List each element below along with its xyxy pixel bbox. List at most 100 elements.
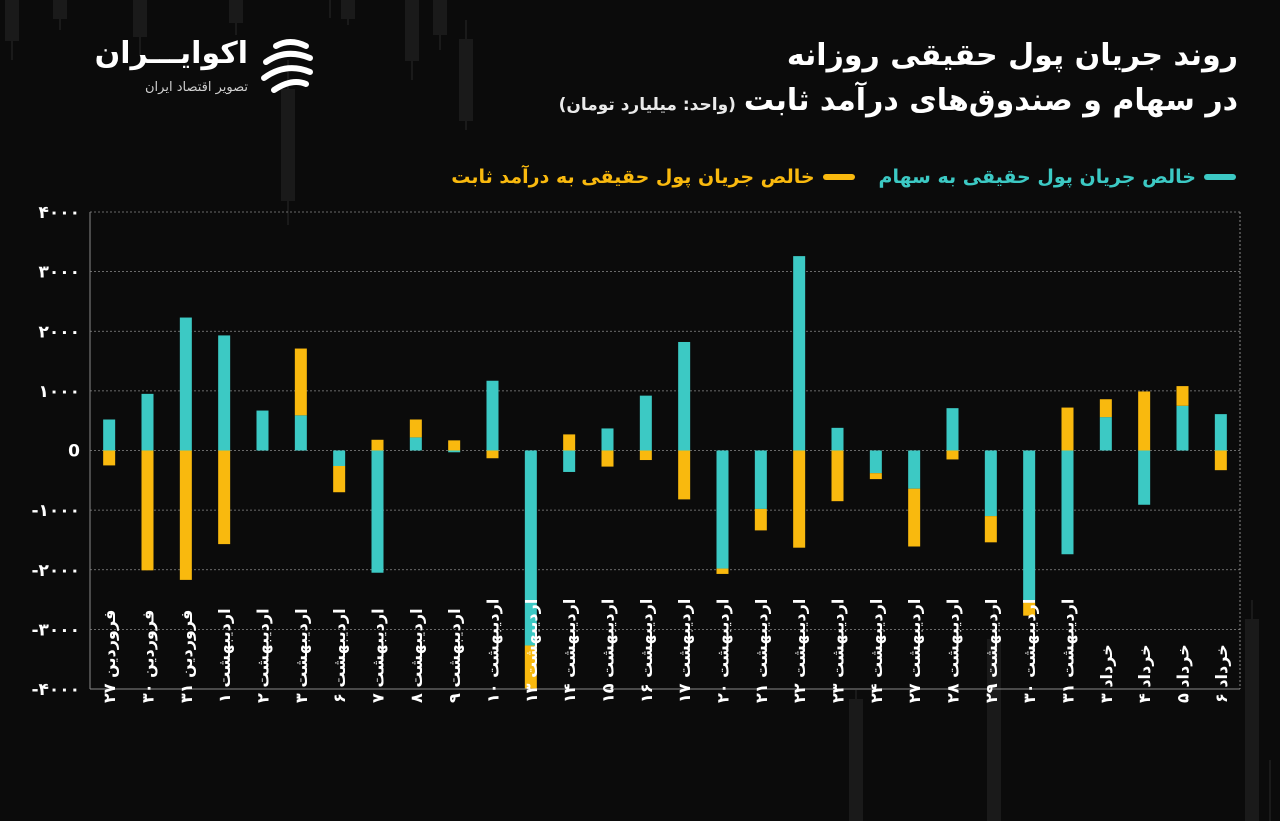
bar-stocks bbox=[294, 415, 307, 451]
bar-fixed-income bbox=[831, 450, 844, 502]
bar-fixed-income bbox=[141, 450, 154, 571]
bar-fixed-income bbox=[946, 450, 959, 460]
bar-fixed-income bbox=[563, 434, 576, 451]
x-tick-label: خرداد ۶ bbox=[1212, 644, 1231, 703]
bar-stocks bbox=[486, 380, 499, 451]
bar-fixed-income bbox=[1176, 386, 1189, 406]
x-tick-label: اردیبهشت ۱۷ bbox=[675, 599, 694, 703]
x-tick-label: اردیبهشت ۹ bbox=[445, 608, 464, 703]
x-tick-label: فروردین ۳۱ bbox=[177, 610, 196, 703]
legend-label-fixed-income: خالص جریان پول حقیقی به درآمد ثابت bbox=[451, 166, 815, 188]
bar-stocks bbox=[448, 450, 461, 453]
x-tick-label: اردیبهشت ۳ bbox=[292, 608, 311, 703]
bar-stocks bbox=[601, 428, 614, 451]
bar-stocks bbox=[831, 427, 844, 451]
bar-fixed-income bbox=[1214, 450, 1227, 471]
y-tick-label: ۱۰۰۰ bbox=[38, 382, 80, 402]
bar-stocks bbox=[256, 410, 269, 451]
x-tick-label: اردیبهشت ۲۸ bbox=[944, 599, 963, 703]
y-tick-label: ۳۰۰۰ bbox=[38, 263, 80, 283]
bar-fixed-income bbox=[179, 450, 192, 580]
logo-name: اکوایـــران bbox=[94, 36, 248, 71]
bar-stocks bbox=[639, 395, 652, 451]
bar-fixed-income bbox=[1061, 407, 1074, 451]
bar-stocks bbox=[1138, 450, 1151, 505]
x-tick-label: اردیبهشت ۲۳ bbox=[829, 599, 848, 703]
bar-stocks bbox=[946, 408, 959, 451]
bar-stocks bbox=[716, 450, 729, 569]
x-tick-label: فروردین ۳۰ bbox=[139, 610, 158, 703]
bar-fixed-income bbox=[908, 488, 921, 547]
ekoiran-logo-icon bbox=[261, 39, 313, 93]
bar-stocks bbox=[1099, 417, 1112, 451]
x-tick-label: فروردین ۲۷ bbox=[100, 610, 119, 703]
y-tick-label: ۴۰۰۰ bbox=[38, 203, 80, 223]
bar-fixed-income bbox=[218, 450, 231, 545]
x-tick-label: اردیبهشت ۱۴ bbox=[560, 599, 579, 703]
bar-fixed-income bbox=[754, 508, 767, 531]
y-tick-label: -۴۰۰۰ bbox=[31, 680, 80, 700]
logo: اکوایـــران تصویر اقتصاد ایران bbox=[48, 30, 318, 110]
bar-fixed-income bbox=[333, 466, 346, 493]
x-tick-label: خرداد ۵ bbox=[1174, 644, 1193, 703]
bar-fixed-income bbox=[716, 568, 729, 574]
x-tick-label: اردیبهشت ۶ bbox=[330, 608, 349, 703]
x-tick-label: اردیبهشت ۱۳ bbox=[522, 599, 541, 703]
chart-titles: روند جریان پول حقیقی روزانه در سهام و صن… bbox=[559, 34, 1238, 128]
legend-swatch-stocks bbox=[1204, 174, 1236, 180]
x-tick-label: اردیبهشت ۳۰ bbox=[1020, 599, 1039, 703]
bar-stocks bbox=[869, 450, 882, 474]
legend-swatch-fixed-income bbox=[822, 174, 855, 180]
bar-fixed-income bbox=[793, 450, 806, 548]
bar-fixed-income bbox=[294, 348, 307, 416]
x-tick-label: اردیبهشت ۲۴ bbox=[867, 599, 886, 703]
x-tick-label: اردیبهشت ۱۰ bbox=[484, 599, 503, 703]
bar-fixed-income bbox=[486, 450, 499, 459]
bar-stocks bbox=[371, 450, 384, 573]
legend-item-stocks: خالص جریان پول حقیقی به سهام bbox=[879, 166, 1236, 188]
bar-stocks bbox=[1176, 405, 1189, 451]
bar-fixed-income bbox=[1099, 399, 1112, 418]
bar-stocks bbox=[1061, 450, 1074, 555]
bar-stocks bbox=[754, 450, 767, 509]
bar-fixed-income bbox=[984, 516, 997, 543]
x-tick-label: اردیبهشت ۲۱ bbox=[752, 599, 771, 703]
bar-fixed-income bbox=[409, 419, 422, 438]
y-tick-label: ۲۰۰۰ bbox=[38, 322, 80, 342]
bar-stocks bbox=[141, 393, 154, 451]
legend: خالص جریان پول حقیقی به سهام خالص جریان … bbox=[451, 166, 1236, 188]
x-tick-label: اردیبهشت ۳۱ bbox=[1059, 599, 1078, 703]
bar-stocks bbox=[678, 341, 691, 451]
bar-stocks bbox=[409, 437, 422, 451]
bar-stocks bbox=[179, 317, 192, 451]
bar-fixed-income bbox=[103, 450, 116, 466]
x-tick-label: اردیبهشت ۱ bbox=[215, 608, 234, 703]
x-tick-label: اردیبهشت ۲۷ bbox=[905, 599, 924, 703]
bar-stocks bbox=[524, 450, 537, 646]
x-tick-label: خرداد ۳ bbox=[1097, 644, 1116, 703]
bar-stocks bbox=[1023, 450, 1036, 603]
y-tick-label: -۳۰۰۰ bbox=[31, 620, 80, 640]
bar-stocks bbox=[984, 450, 997, 517]
chart-title: روند جریان پول حقیقی روزانه bbox=[786, 38, 1238, 73]
x-tick-label: اردیبهشت ۷ bbox=[369, 608, 388, 703]
bar-fixed-income bbox=[448, 440, 461, 451]
x-tick-label: اردیبهشت ۲۰ bbox=[714, 599, 733, 703]
x-tick-label: اردیبهشت ۲۹ bbox=[982, 599, 1001, 703]
bar-fixed-income bbox=[678, 450, 691, 500]
x-tick-label: اردیبهشت ۱۶ bbox=[637, 599, 656, 703]
x-tick-label: اردیبهشت ۲۲ bbox=[790, 599, 809, 703]
bar-stocks bbox=[218, 335, 231, 451]
bar-fixed-income bbox=[1023, 602, 1036, 616]
unit-label: (واحد: میلیارد تومان) bbox=[558, 95, 736, 115]
bar-fixed-income bbox=[869, 473, 882, 480]
x-tick-label: اردیبهشت ۲ bbox=[254, 608, 273, 703]
y-tick-label: -۲۰۰۰ bbox=[31, 561, 80, 581]
legend-label-stocks: خالص جریان پول حقیقی به سهام bbox=[878, 166, 1196, 188]
bar-fixed-income bbox=[601, 450, 614, 467]
bar-stocks bbox=[908, 450, 921, 489]
x-tick-label: اردیبهشت ۸ bbox=[407, 608, 426, 703]
y-tick-label: 0 bbox=[68, 442, 80, 462]
